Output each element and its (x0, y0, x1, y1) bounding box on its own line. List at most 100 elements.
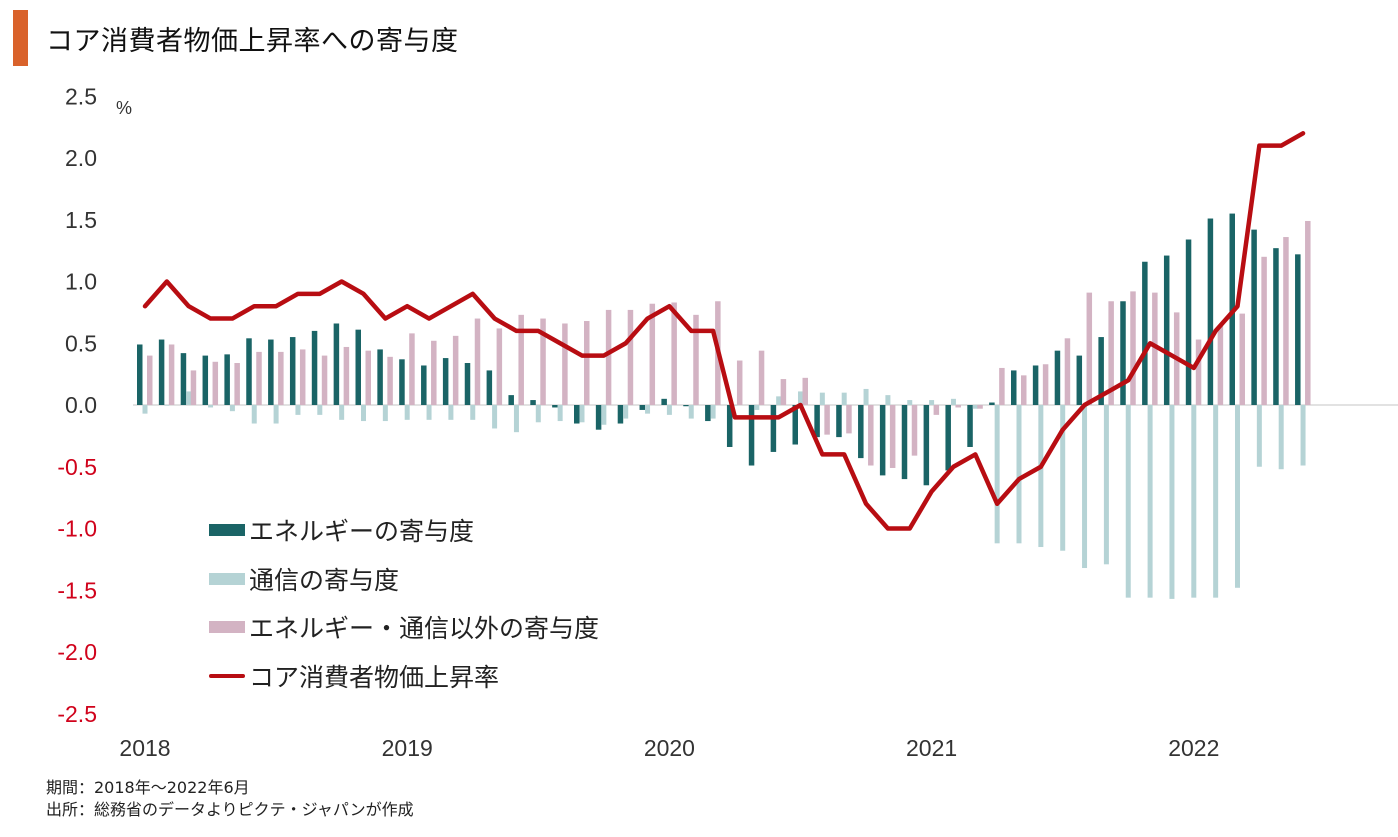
energy-bar (923, 405, 930, 486)
other-bar (190, 370, 197, 405)
communication-bar (513, 405, 519, 433)
legend-item-other: エネルギー・通信以外の寄与度 (209, 603, 599, 652)
other-bar (999, 367, 1005, 405)
other-bar (168, 344, 175, 405)
communication-bar (251, 405, 257, 424)
other-bar (278, 351, 284, 405)
other-bar (955, 405, 961, 408)
other-bar (1130, 291, 1136, 405)
other-bar (321, 355, 328, 405)
x-tick-label: 2022 (1168, 735, 1219, 761)
other-bar (1064, 338, 1071, 405)
communication-bar (186, 391, 192, 405)
y-tick-label: -0.5 (57, 454, 97, 480)
legend-label-core-cpi: コア消費者物価上昇率 (249, 662, 500, 692)
legend-swatch-core-cpi (209, 673, 245, 678)
y-unit-label: % (116, 98, 132, 118)
communication-bar (1147, 405, 1153, 598)
energy-bar (661, 398, 667, 405)
y-tick-label: -1.5 (57, 577, 97, 603)
communication-bar (841, 392, 847, 405)
energy-bar (574, 405, 580, 424)
legend-swatch-communication (209, 572, 245, 585)
communication-bar (1038, 405, 1044, 548)
y-tick-label: -1.0 (57, 516, 97, 542)
energy-bar (967, 405, 973, 447)
other-bar (1283, 237, 1289, 405)
energy-bar (617, 405, 624, 424)
energy-bar (486, 370, 493, 405)
legend-label-energy: エネルギーの寄与度 (249, 517, 475, 547)
other-bar (1042, 364, 1049, 405)
communication-bar (1235, 405, 1240, 588)
other-bar (518, 314, 524, 405)
energy-bar (268, 339, 274, 405)
chart-title: コア消費者物価上昇率への寄与度 (46, 26, 459, 57)
other-bar (671, 302, 677, 405)
communication-bar (317, 405, 323, 415)
communication-bar (798, 391, 803, 405)
other-bar (1217, 325, 1224, 405)
other-bar (409, 333, 415, 405)
communication-bar (164, 405, 170, 406)
communication-bar (623, 405, 629, 419)
energy-bar (945, 405, 951, 471)
legend-swatch-energy (209, 524, 245, 537)
communication-bar (950, 398, 956, 405)
other-bar (299, 349, 306, 405)
other-bar (387, 356, 393, 405)
other-bar (911, 405, 918, 456)
y-tick-label: 2.5 (65, 83, 97, 109)
energy-bar (289, 337, 296, 405)
communication-bar (535, 405, 541, 423)
other-bar (780, 379, 787, 405)
energy-bar (858, 405, 864, 459)
energy-bar (355, 329, 361, 405)
legend-item-energy: エネルギーの寄与度 (209, 506, 599, 555)
other-bar (802, 377, 808, 405)
communication-bar (1125, 405, 1131, 598)
legend-item-communication: 通信の寄与度 (209, 555, 599, 604)
communication-bar (776, 396, 782, 405)
communication-bar (229, 405, 235, 412)
communication-bar (688, 405, 694, 419)
other-bar (1021, 375, 1027, 405)
energy-bar (1076, 355, 1083, 405)
other-bar (496, 328, 503, 405)
energy-bar (508, 395, 514, 405)
energy-bar (1098, 337, 1104, 405)
other-bar (343, 346, 350, 405)
communication-bar (710, 405, 716, 419)
other-bar (977, 405, 983, 409)
y-tick-label: 0.0 (65, 392, 97, 418)
energy-bar (224, 354, 230, 405)
energy-bar (202, 355, 209, 405)
energy-bar (705, 405, 711, 422)
communication-bar (754, 405, 760, 410)
communication-bar (863, 388, 869, 405)
series-core-cpi-line (142, 131, 1306, 531)
other-bar (365, 350, 371, 405)
energy-bar (333, 323, 340, 405)
energy-bar (158, 339, 165, 405)
other-bar (736, 360, 743, 405)
other-bar (846, 405, 852, 434)
energy-bar (1251, 229, 1257, 405)
energy-bar (180, 353, 187, 405)
communication-bar (557, 405, 563, 422)
energy-bar (442, 358, 449, 405)
y-tick-label: 1.0 (65, 269, 97, 295)
energy-bar (530, 400, 536, 405)
energy-bar (639, 405, 646, 410)
energy-bar (311, 330, 318, 405)
communication-bar (470, 405, 476, 420)
energy-bar (464, 363, 471, 405)
other-bar (1261, 256, 1267, 405)
communication-bar (929, 400, 935, 405)
communication-bar (295, 405, 301, 415)
other-bar (234, 363, 240, 405)
other-bar (452, 335, 459, 405)
energy-bar (1032, 365, 1039, 405)
communication-bar (885, 395, 891, 405)
communication-bar (601, 405, 607, 425)
